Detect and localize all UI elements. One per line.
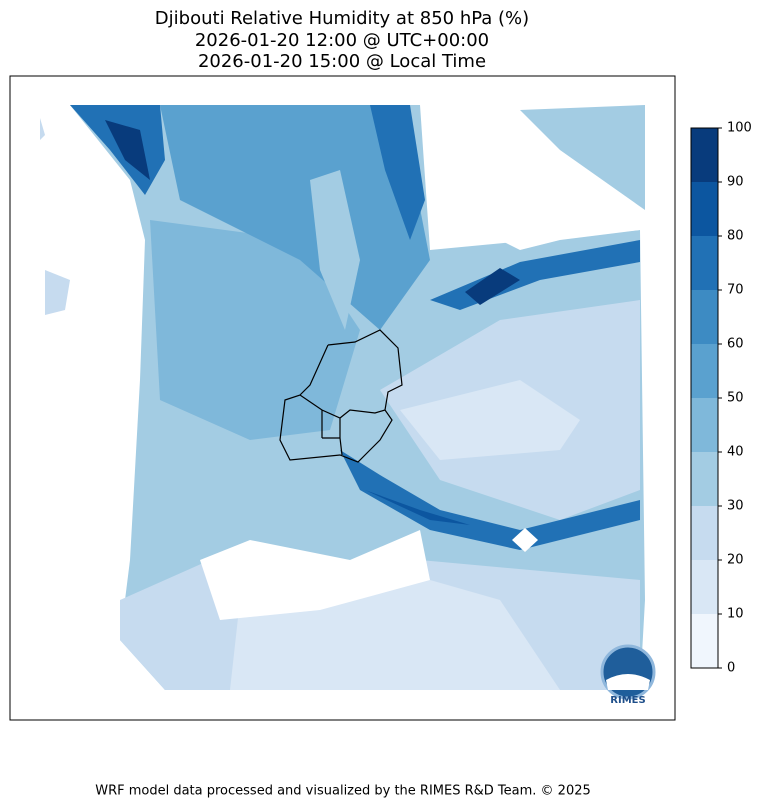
colorbar-band <box>691 452 718 506</box>
colorbar-band <box>691 290 718 344</box>
colorbar-band <box>691 128 718 182</box>
humidity-field <box>340 450 640 550</box>
humidity-field <box>40 118 70 315</box>
country-border <box>279 329 403 463</box>
colorbar-tick-label: 20 <box>727 553 744 568</box>
colorbar-tick-label: 40 <box>727 445 744 460</box>
title-line: 2026-01-20 15:00 @ Local Time <box>198 51 486 72</box>
colorbar-tick-label: 80 <box>727 229 744 244</box>
colorbar-band <box>691 398 718 452</box>
map: RIMES <box>9 75 676 721</box>
humidity-field <box>400 380 580 460</box>
humidity-field <box>150 220 360 440</box>
logo-emblem <box>600 644 656 700</box>
humidity-field <box>105 120 150 180</box>
colorbar-tick-label: 50 <box>727 391 744 406</box>
colorbar-tick-label: 10 <box>727 607 744 622</box>
map-frame <box>9 75 676 721</box>
colorbar-band <box>691 506 718 560</box>
colorbar-band <box>691 236 718 290</box>
no-data <box>512 528 538 552</box>
humidity-field <box>370 105 425 240</box>
colorbar-band <box>691 614 718 668</box>
colorbar-tick-label: 90 <box>727 175 744 190</box>
colorbar-band <box>691 182 718 236</box>
no-data <box>430 200 640 250</box>
colorbar-tick-label: 70 <box>727 283 744 298</box>
humidity-field <box>160 105 430 330</box>
colorbar-tick-label: 100 <box>727 121 752 136</box>
title-line: 2026-01-20 12:00 @ UTC+00:00 <box>195 30 489 51</box>
logo-text: RIMES <box>610 695 645 706</box>
colorbar-tick-label: 0 <box>727 661 735 676</box>
colorbar: 0 10 20 30 40 50 60 70 80 90 100 <box>690 121 752 676</box>
no-data <box>200 530 430 620</box>
colorbar-tick-label: 60 <box>727 337 744 352</box>
colorbar-band <box>691 344 718 398</box>
humidity-field <box>465 268 520 305</box>
title-line: Djibouti Relative Humidity at 850 hPa (%… <box>155 8 529 29</box>
logo: RIMES <box>600 644 656 706</box>
logo-wave <box>606 674 650 690</box>
humidity-field <box>310 170 360 330</box>
colorbar-band <box>691 560 718 614</box>
footer: WRF model data processed and visualized … <box>95 784 591 799</box>
colorbar-tick-label: 30 <box>727 499 744 514</box>
humidity-field <box>520 105 645 210</box>
